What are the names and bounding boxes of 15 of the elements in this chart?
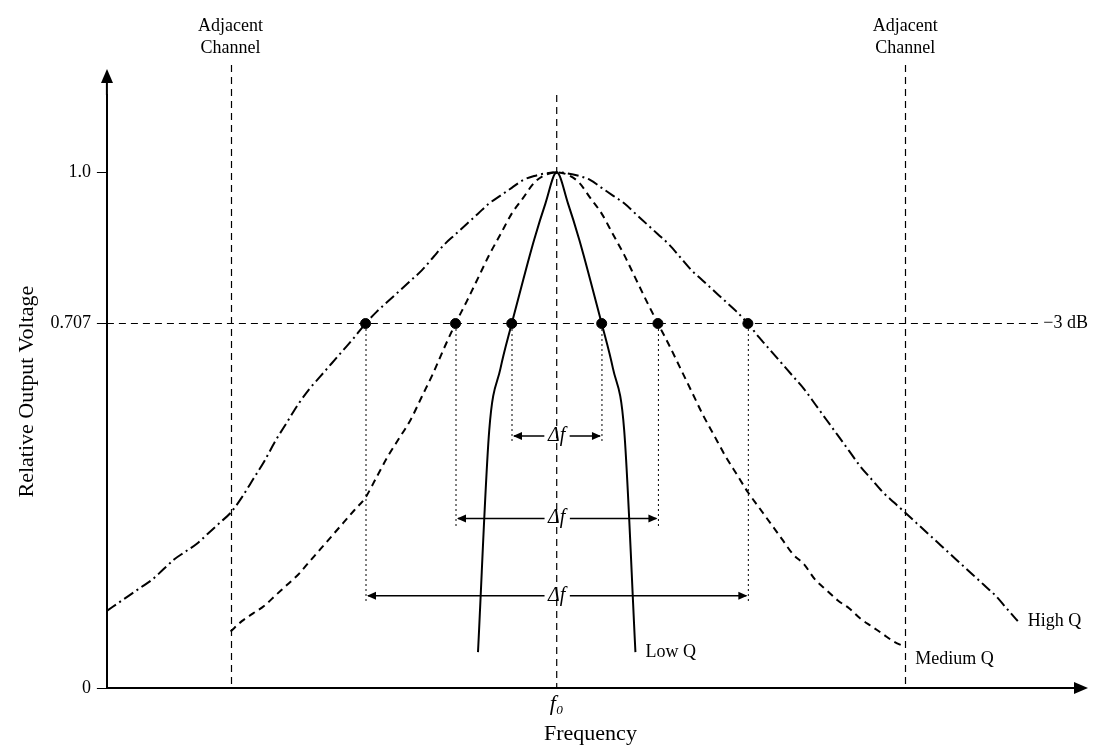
- series-label: High Q: [1027, 609, 1082, 630]
- text: Adjacent Channel: [198, 14, 264, 57]
- y-tick-label: 0: [81, 676, 91, 697]
- x-tick-label: f₀: [549, 690, 564, 716]
- y-axis-title: Relative Output Voltage: [12, 285, 38, 498]
- series-label: Low Q: [645, 640, 696, 661]
- annotation: Δf: [547, 582, 568, 606]
- x-axis-title: Frequency: [544, 719, 637, 745]
- text: Adjacent Channel: [872, 14, 938, 57]
- annotation: Δf: [547, 422, 568, 446]
- series-label: Medium Q: [915, 647, 994, 668]
- annotation: Δf: [547, 505, 568, 529]
- y-tick-label: 1.0: [68, 161, 91, 182]
- y-tick-label: 0.707: [50, 312, 91, 333]
- ref-line-label: −3 dB: [1043, 312, 1088, 333]
